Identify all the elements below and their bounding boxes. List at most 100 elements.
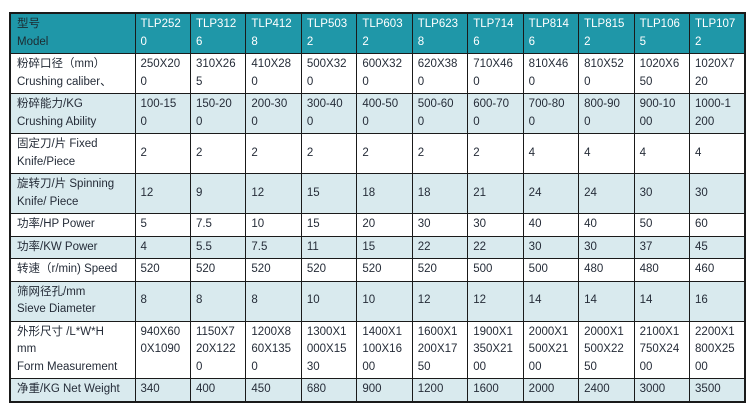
table-row-crushing-caliber: 粉碎口径（mm） Crushing caliber、 250X200 310X265 4…	[9, 53, 746, 94]
value-cell-form-measurement-TLP3126: 1150X720X1220	[189, 320, 247, 379]
value-cell-crushing-ability-TLP6032: 400-500	[356, 93, 413, 134]
value-cell-spinning-knife-TLP3126: 9	[189, 173, 247, 214]
row-label-line: Sieve Diameter	[17, 303, 96, 315]
row-label-line: Form Measurement	[17, 360, 118, 373]
value-cell-form-measurement-TLP4128: 1200X860X1350	[245, 320, 302, 379]
value-cell-crushing-caliber-TLP5032: 500X320	[300, 53, 358, 94]
value-cell-kw-power-TLP5032: 11	[300, 235, 358, 259]
value-cell-form-measurement-TLP2520: 940X600X1090	[134, 320, 191, 379]
value-cell-fixed-knife-TLP5032: 2	[300, 133, 358, 174]
row-label-line: 旋转刀/片 Spinning	[17, 178, 115, 190]
value-cell-speed-TLP4128: 520	[245, 258, 302, 282]
value-cell-spinning-knife-TLP1065: 30	[633, 173, 691, 214]
value-cell-kw-power-TLP1072: 45	[689, 235, 746, 259]
value-cell-sieve-diameter-TLP1072: 16	[689, 280, 746, 322]
value-cell-speed-TLP8152: 480	[578, 258, 635, 282]
header-label-line: 型号	[17, 18, 40, 30]
value-cell-form-measurement-TLP5032: 1300X1000X1530	[300, 320, 358, 379]
value-cell-spinning-knife-TLP6238: 18	[411, 173, 469, 214]
value-cell-net-weight-TLP3126: 400	[189, 378, 247, 402]
value-cell-kw-power-TLP3126: 5.5	[189, 235, 247, 259]
value-cell-fixed-knife-TLP1065: 4	[633, 133, 691, 174]
value-cell-crushing-ability-TLP4128: 200-300	[245, 93, 302, 134]
value-cell-crushing-ability-TLP2520: 100-150	[134, 93, 191, 134]
header-model-cell: TLP1072	[689, 12, 746, 54]
value-cell-kw-power-TLP1065: 37	[633, 235, 691, 259]
value-cell-kw-power-TLP2520: 4	[134, 235, 191, 259]
value-cell-sieve-diameter-TLP8152: 14	[578, 280, 635, 322]
value-cell-fixed-knife-TLP6032: 2	[356, 133, 413, 174]
spec-table: 型号 Model TLP2520 TLP3126 TLP4128 TLP5032 TLP60…	[9, 12, 746, 403]
value-cell-net-weight-TLP8146: 2000	[522, 378, 580, 402]
value-cell-crushing-caliber-TLP8146: 810X460	[522, 53, 580, 94]
row-label-line: Crushing caliber、	[17, 75, 112, 88]
value-cell-kw-power-TLP7146: 22	[467, 235, 524, 259]
value-cell-hp-power-TLP1065: 50	[633, 213, 691, 237]
value-cell-speed-TLP6032: 520	[356, 258, 413, 282]
value-cell-kw-power-TLP8146: 30	[522, 235, 580, 259]
value-cell-form-measurement-TLP7146: 1900X1350X2100	[467, 320, 524, 379]
value-cell-spinning-knife-TLP8146: 24	[522, 173, 580, 214]
value-cell-spinning-knife-TLP2520: 12	[134, 173, 191, 214]
row-label-line: 筛网径孔/mm	[17, 285, 86, 298]
header-label-line: Model	[17, 35, 49, 48]
value-cell-form-measurement-TLP1065: 2100X1750X2400	[633, 320, 691, 379]
table-row-crushing-ability: 粉碎能力/KG Crushing Ability 100-150 150-200 200…	[9, 93, 746, 134]
header-row: 型号 Model TLP2520 TLP3126 TLP4128 TLP5032 TLP60…	[9, 12, 746, 54]
value-cell-spinning-knife-TLP1072: 30	[689, 173, 746, 214]
row-label-speed: 转速（r/min) Speed	[9, 258, 136, 282]
header-model-cell: TLP4128	[245, 12, 302, 54]
value-cell-sieve-diameter-TLP4128: 8	[245, 280, 302, 322]
value-cell-fixed-knife-TLP6238: 2	[411, 133, 469, 174]
value-cell-sieve-diameter-TLP5032: 10	[300, 280, 358, 322]
row-label-line: 转速（r/min) Speed	[17, 263, 118, 275]
value-cell-net-weight-TLP7146: 1600	[467, 378, 524, 402]
row-label-sieve-diameter: 筛网径孔/mm Sieve Diameter	[9, 280, 136, 322]
value-cell-hp-power-TLP8152: 40	[578, 213, 635, 237]
value-cell-crushing-caliber-TLP4128: 410X280	[245, 53, 302, 94]
value-cell-sieve-diameter-TLP1065: 14	[633, 280, 691, 322]
table-row-net-weight: 净重/KG Net Weight 340 400 450 680 900 1200 1600 2…	[9, 378, 746, 402]
value-cell-kw-power-TLP6032: 15	[356, 235, 413, 259]
value-cell-crushing-ability-TLP8152: 800-900	[578, 93, 635, 134]
value-cell-hp-power-TLP7146: 30	[467, 213, 524, 237]
value-cell-speed-TLP8146: 500	[522, 258, 580, 282]
value-cell-crushing-ability-TLP5032: 300-400	[300, 93, 358, 134]
value-cell-crushing-ability-TLP8146: 700-800	[522, 93, 580, 134]
table-row-speed: 转速（r/min) Speed 520 520 520 520 520 520 500 500 4…	[9, 258, 746, 282]
value-cell-hp-power-TLP6238: 30	[411, 213, 469, 237]
value-cell-form-measurement-TLP8146: 2000X1500X2100	[522, 320, 580, 379]
header-model-cell: TLP2520	[134, 12, 191, 54]
row-label-line: 净重/KG Net Weight	[17, 383, 120, 395]
row-label-form-measurement: 外形尺寸 /L*W*H mm Form Measurement	[9, 320, 136, 379]
value-cell-hp-power-TLP1072: 60	[689, 213, 746, 237]
row-label-crushing-caliber: 粉碎口径（mm） Crushing caliber、	[9, 53, 136, 94]
value-cell-speed-TLP7146: 500	[467, 258, 524, 282]
value-cell-form-measurement-TLP6238: 1600X1200X1750	[411, 320, 469, 379]
value-cell-speed-TLP5032: 520	[300, 258, 358, 282]
value-cell-crushing-caliber-TLP1065: 1020X650	[633, 53, 691, 94]
value-cell-spinning-knife-TLP4128: 12	[245, 173, 302, 214]
table-row-spinning-knife: 旋转刀/片 Spinning Knife/ Piece 12 9 12 15 18 18 21 2…	[9, 173, 746, 214]
value-cell-crushing-ability-TLP3126: 150-200	[189, 93, 247, 134]
value-cell-spinning-knife-TLP8152: 24	[578, 173, 635, 214]
value-cell-hp-power-TLP4128: 10	[245, 213, 302, 237]
value-cell-speed-TLP2520: 520	[134, 258, 191, 282]
value-cell-hp-power-TLP2520: 5	[134, 213, 191, 237]
row-label-line: Knife/Piece	[17, 155, 76, 168]
value-cell-speed-TLP6238: 520	[411, 258, 469, 282]
value-cell-fixed-knife-TLP1072: 4	[689, 133, 746, 174]
row-label-kw-power: 功率/KW Power	[9, 235, 136, 259]
value-cell-sieve-diameter-TLP6032: 10	[356, 280, 413, 322]
value-cell-crushing-ability-TLP1065: 900-1000	[633, 93, 691, 134]
value-cell-crushing-caliber-TLP7146: 710X460	[467, 53, 524, 94]
value-cell-kw-power-TLP6238: 22	[411, 235, 469, 259]
value-cell-spinning-knife-TLP5032: 15	[300, 173, 358, 214]
value-cell-fixed-knife-TLP4128: 2	[245, 133, 302, 174]
header-model-cell: TLP6238	[411, 12, 469, 54]
value-cell-spinning-knife-TLP6032: 18	[356, 173, 413, 214]
value-cell-crushing-caliber-TLP6032: 600X320	[356, 53, 413, 94]
value-cell-crushing-caliber-TLP6238: 620X380	[411, 53, 469, 94]
row-label-net-weight: 净重/KG Net Weight	[9, 378, 136, 402]
row-label-line: Knife/ Piece	[17, 195, 79, 208]
